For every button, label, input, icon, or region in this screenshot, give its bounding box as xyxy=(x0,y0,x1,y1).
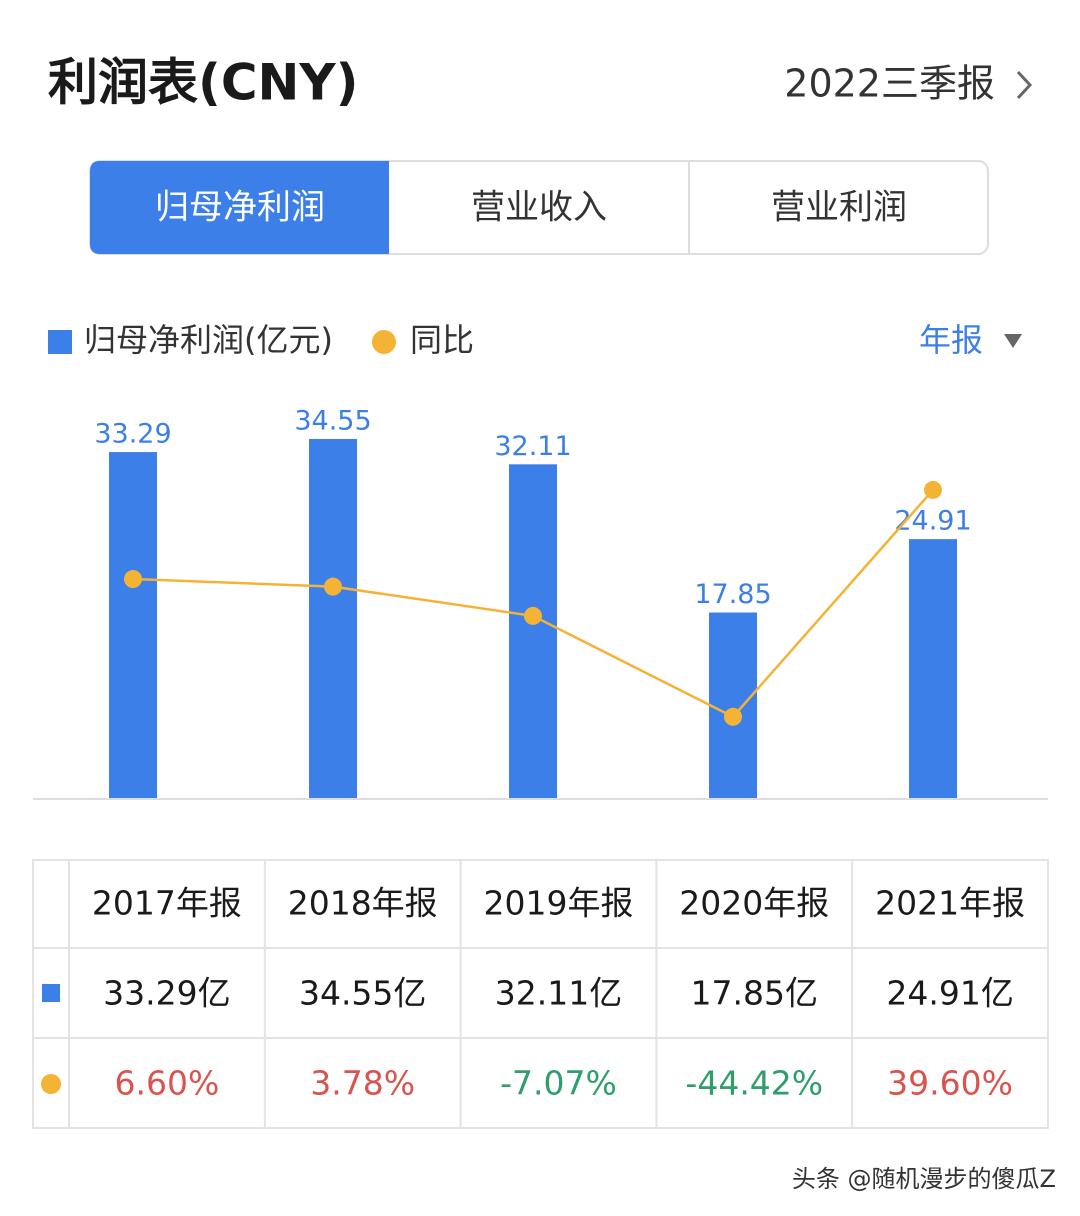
table-cell: -7.07% xyxy=(500,1064,617,1103)
watermark: 头条 @随机漫步的傻瓜Z xyxy=(792,1165,1056,1193)
yoy-point xyxy=(124,570,142,589)
table-cell: 32.11亿 xyxy=(495,974,622,1013)
bar xyxy=(709,612,757,798)
bar-value-label: 17.85 xyxy=(694,579,771,610)
tab[interactable]: 营业利润 xyxy=(771,188,907,228)
bar-value-label: 24.91 xyxy=(894,506,971,537)
yoy-point xyxy=(324,577,342,596)
table-header: 2018年报 xyxy=(288,884,438,923)
bar xyxy=(909,539,957,798)
table-cell: 3.78% xyxy=(310,1064,415,1103)
legend-swatch xyxy=(48,330,72,354)
table-cell: -44.42% xyxy=(685,1064,823,1103)
tab[interactable]: 营业收入 xyxy=(471,188,607,228)
table-cell: 6.60% xyxy=(114,1064,219,1103)
period-select[interactable]: 2022三季报 xyxy=(784,62,995,106)
table-cell: 34.55亿 xyxy=(299,974,426,1013)
bar xyxy=(309,438,357,798)
tab[interactable]: 归母净利润 xyxy=(155,188,325,228)
dropdown-arrow xyxy=(1004,334,1022,348)
table-cell: 33.29亿 xyxy=(103,974,230,1013)
legend-label: 归母净利润(亿元) xyxy=(84,321,333,359)
bar xyxy=(509,464,557,798)
table-cell: 24.91亿 xyxy=(886,974,1013,1013)
table-header: 2020年报 xyxy=(679,884,829,923)
chevron xyxy=(1016,70,1033,100)
bar xyxy=(109,452,157,798)
table-header: 2021年报 xyxy=(875,884,1025,923)
table-header: 2019年报 xyxy=(484,884,634,923)
table-frame xyxy=(32,859,1049,1129)
bar-value-label: 34.55 xyxy=(294,405,371,436)
yoy-point xyxy=(924,480,942,499)
row-icon xyxy=(42,984,60,1002)
table-header: 2017年报 xyxy=(92,884,242,923)
yoy-point xyxy=(724,707,742,726)
legend-swatch xyxy=(372,330,396,354)
bar-value-label: 32.11 xyxy=(494,431,571,462)
tab-active-bg xyxy=(90,161,389,254)
page-title: 利润表(CNY) xyxy=(48,54,358,112)
report-type[interactable]: 年报 xyxy=(919,321,983,359)
bar-value-label: 33.29 xyxy=(94,419,171,450)
row-icon xyxy=(41,1074,61,1094)
legend-label: 同比 xyxy=(410,321,474,359)
table-cell: 17.85亿 xyxy=(691,974,818,1013)
table-cell: 39.60% xyxy=(887,1064,1013,1103)
yoy-point xyxy=(524,606,542,625)
